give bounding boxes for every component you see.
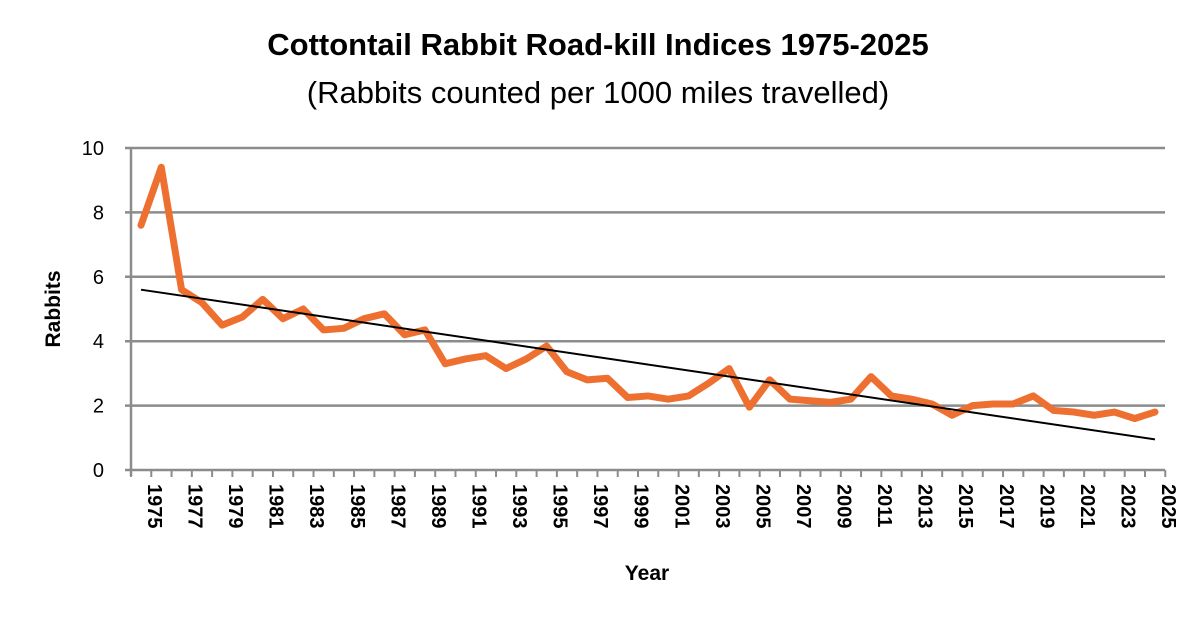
x-tick-label: 2011	[873, 484, 895, 527]
x-tick-label: 2007	[792, 484, 814, 529]
x-tick-label: 2017	[995, 484, 1017, 529]
x-tick-label: 2025	[1157, 484, 1179, 529]
x-tick-label: 1997	[589, 484, 611, 529]
gridlines	[125, 146, 1167, 477]
series-group	[137, 163, 1159, 441]
x-axis-label: Year	[625, 562, 669, 585]
x-tick-label: 1987	[386, 484, 408, 529]
series-line	[137, 163, 1159, 422]
x-tick-label: 2021	[1076, 484, 1098, 529]
y-tick-label: 8	[93, 202, 104, 224]
x-tick-label: 2019	[1035, 484, 1057, 529]
x-tick-label: 2003	[711, 484, 733, 529]
x-tick-label: 2005	[751, 484, 773, 529]
x-tick-label: 2001	[670, 484, 692, 529]
y-tick-label: 2	[93, 396, 104, 418]
x-tick-label: 2013	[914, 484, 936, 529]
x-tick-label: 1979	[224, 484, 246, 529]
x-tick-label: 2009	[833, 484, 855, 529]
x-tick-label: 1993	[508, 484, 530, 529]
y-tick-label: 6	[93, 267, 104, 289]
x-axis-ticks: 1975 1977 1979 1981 1983 1985 1987 1989 1991 1993…	[143, 484, 1179, 529]
x-tick-label: 1985	[346, 484, 368, 529]
x-tick-label: 1999	[630, 484, 652, 529]
y-tick-label: 10	[82, 138, 104, 160]
x-tick-label: 2023	[1116, 484, 1138, 529]
y-tick-label: 4	[93, 331, 104, 353]
x-tick-label: 1989	[427, 484, 449, 529]
x-tick-label: 1977	[184, 484, 206, 529]
x-tick-label: 1975	[143, 484, 165, 529]
x-tick-label: 1983	[305, 484, 327, 529]
trendline	[140, 288, 1156, 441]
x-tick-label: 1981	[265, 484, 287, 529]
y-axis-label: Rabbits	[42, 270, 65, 347]
chart-title: Cottontail Rabbit Road-kill Indices 1975…	[267, 27, 929, 62]
x-tick-label: 1995	[549, 484, 571, 529]
x-tick-label: 1991	[467, 484, 489, 529]
y-tick-label: 0	[93, 460, 104, 482]
x-tick-label: 2015	[954, 484, 976, 529]
chart-subtitle: (Rabbits counted per 1000 miles travelle…	[307, 75, 889, 110]
y-axis-ticks: 0 2 4 6 8 10	[82, 138, 104, 482]
